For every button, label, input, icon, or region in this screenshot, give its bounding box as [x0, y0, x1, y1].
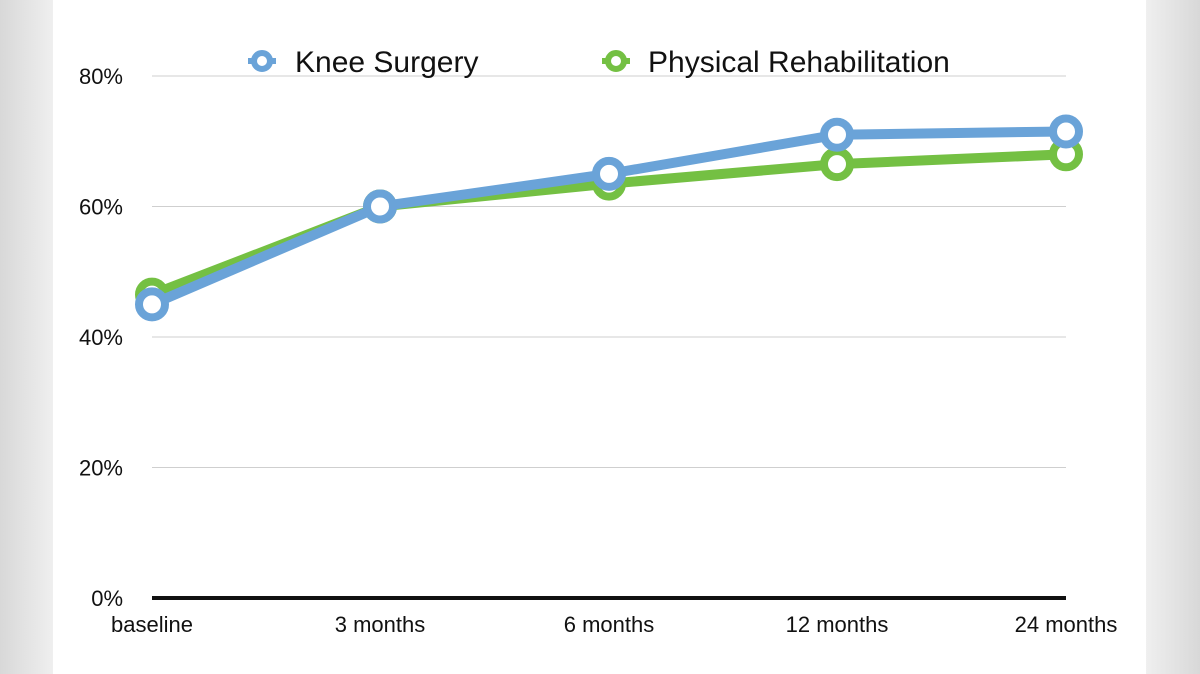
x-tick-label: baseline: [111, 612, 193, 637]
data-point: [820, 117, 854, 152]
y-tick-label: 80%: [79, 64, 123, 89]
y-tick-label: 20%: [79, 456, 123, 481]
legend-label: Knee Surgery: [295, 46, 478, 79]
data-point: [592, 156, 626, 191]
data-point: [135, 287, 169, 322]
x-tick-label: 3 months: [335, 612, 426, 637]
data-point: [363, 189, 397, 224]
x-axis-ticks: baseline 3 months 6 months 12 months 24 mont…: [111, 612, 1117, 637]
legend-marker-icon: [605, 50, 627, 72]
legend: Knee Surgery Physical Rehabilitation: [248, 46, 950, 79]
left-backdrop: [0, 0, 60, 674]
data-point: [820, 147, 854, 182]
x-tick-label: 12 months: [786, 612, 889, 637]
y-tick-label: 0%: [91, 586, 123, 611]
y-tick-label: 40%: [79, 325, 123, 350]
series-group: [135, 114, 1083, 322]
legend-marker-icon: [251, 50, 273, 72]
data-point: [1049, 114, 1083, 149]
gridlines: [152, 75, 1066, 468]
x-tick-label: 6 months: [564, 612, 655, 637]
y-axis-ticks: 0% 20% 40% 60% 80%: [79, 64, 123, 611]
x-tick-label: 24 months: [1015, 612, 1118, 637]
y-tick-label: 60%: [79, 195, 123, 220]
legend-label: Physical Rehabilitation: [648, 46, 950, 79]
right-backdrop: [1140, 0, 1200, 674]
